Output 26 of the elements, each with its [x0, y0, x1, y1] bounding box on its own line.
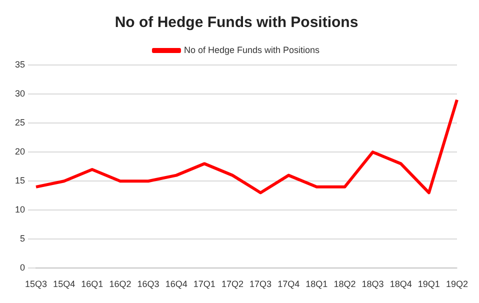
- y-tick-label: 10: [14, 204, 26, 215]
- x-tick-label: 16Q2: [109, 279, 132, 290]
- x-tick-label: 18Q1: [306, 279, 328, 290]
- chart-title: No of Hedge Funds with Positions: [114, 14, 358, 32]
- y-tick-label: 15: [14, 176, 26, 186]
- x-tick-label: 17Q1: [193, 279, 216, 290]
- y-tick-label: 20: [14, 146, 26, 157]
- x-tick-label: 19Q1: [418, 279, 440, 290]
- x-tick-label: 19Q2: [446, 279, 468, 290]
- x-tick-label: 18Q4: [390, 279, 412, 290]
- x-tick-label: 17Q3: [250, 279, 272, 290]
- x-tick-label: 18Q2: [334, 279, 356, 290]
- x-tick-label: 15Q4: [53, 279, 76, 290]
- x-tick-label: 16Q4: [165, 279, 188, 290]
- x-tick-label: 17Q2: [221, 279, 244, 290]
- y-tick-label: 0: [20, 262, 26, 273]
- x-tick-label: 15Q3: [24, 279, 48, 290]
- x-tick-label: 16Q3: [137, 279, 160, 290]
- y-tick-label: 30: [14, 88, 26, 99]
- x-tick-label: 17Q4: [278, 279, 300, 290]
- y-tick-label: 35: [14, 59, 26, 70]
- x-tick-label: 18Q3: [362, 279, 384, 290]
- x-tick-label: 16Q1: [81, 279, 104, 290]
- legend-label: No of Hedge Funds with Positions: [184, 44, 320, 55]
- y-tick-label: 25: [14, 118, 26, 128]
- y-tick-label: 5: [20, 234, 26, 244]
